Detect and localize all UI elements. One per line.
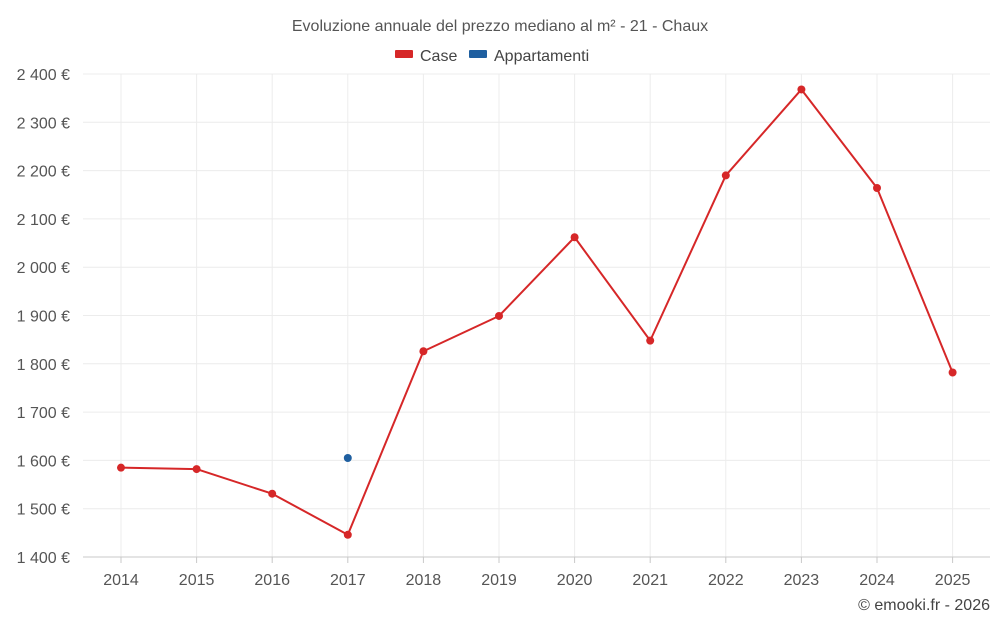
chart-title: Evoluzione annuale del prezzo mediano al… xyxy=(292,18,708,35)
x-tick-label: 2018 xyxy=(406,572,442,589)
data-point-case[interactable] xyxy=(646,336,655,345)
gridlines xyxy=(83,73,990,558)
series-line-case xyxy=(120,88,954,536)
data-point-case[interactable] xyxy=(343,530,352,539)
legend-label-case: Case xyxy=(420,48,457,65)
x-tick-label: 2022 xyxy=(708,572,744,589)
data-point-case[interactable] xyxy=(117,463,125,472)
y-tick-label: 2 300 € xyxy=(17,115,70,132)
x-tick-label: 2021 xyxy=(632,572,668,589)
data-point-case[interactable] xyxy=(797,85,806,94)
y-tick-label: 1 600 € xyxy=(17,453,70,470)
x-tick-label: 2014 xyxy=(103,572,139,589)
y-tick-label: 1 700 € xyxy=(17,405,70,422)
plot-area xyxy=(117,85,957,539)
legend-swatch-case xyxy=(395,50,413,58)
x-tick-label: 2016 xyxy=(254,572,290,589)
x-tick-label: 2015 xyxy=(179,572,215,589)
y-axis: 1 400 € 1 500 € 1 600 € 1 700 € 1 800 € 1 900… xyxy=(17,67,70,567)
data-point-case[interactable] xyxy=(192,465,201,474)
data-point-appartamenti[interactable] xyxy=(343,453,352,462)
data-point-case[interactable] xyxy=(948,368,957,377)
legend-label-appartamenti: Appartamenti xyxy=(494,48,589,65)
legend-swatch-appartamenti xyxy=(469,50,487,58)
data-point-case[interactable] xyxy=(721,171,730,180)
legend-item-case[interactable]: Case xyxy=(395,48,457,65)
y-tick-label: 1 400 € xyxy=(17,550,70,567)
x-tick-label: 2020 xyxy=(557,572,593,589)
y-tick-label: 1 500 € xyxy=(17,502,70,519)
legend-item-appartamenti[interactable]: Appartamenti xyxy=(469,48,589,65)
data-point-case[interactable] xyxy=(495,311,503,320)
data-point-case[interactable] xyxy=(268,489,277,498)
y-tick-label: 2 200 € xyxy=(17,164,70,181)
y-tick-label: 1 800 € xyxy=(17,357,70,374)
y-tick-label: 1 900 € xyxy=(17,309,70,326)
y-tick-label: 2 100 € xyxy=(17,212,70,229)
x-tick-label: 2019 xyxy=(481,572,517,589)
legend: Case Appartamenti xyxy=(395,48,589,65)
data-point-case[interactable] xyxy=(873,183,881,192)
data-point-case[interactable] xyxy=(570,233,579,242)
data-point-case[interactable] xyxy=(419,347,428,356)
x-tick-label: 2025 xyxy=(935,572,971,589)
y-tick-label: 2 400 € xyxy=(17,67,70,84)
x-tick-label: 2017 xyxy=(330,572,366,589)
x-tick-label: 2024 xyxy=(859,572,895,589)
credit: © emooki.fr - 2026 xyxy=(858,597,990,614)
x-tick-label: 2023 xyxy=(784,572,820,589)
y-tick-label: 2 000 € xyxy=(17,260,70,277)
x-axis: 2014 2015 2016 2017 2018 2019 2020 2021 2022 2023… xyxy=(83,556,990,589)
